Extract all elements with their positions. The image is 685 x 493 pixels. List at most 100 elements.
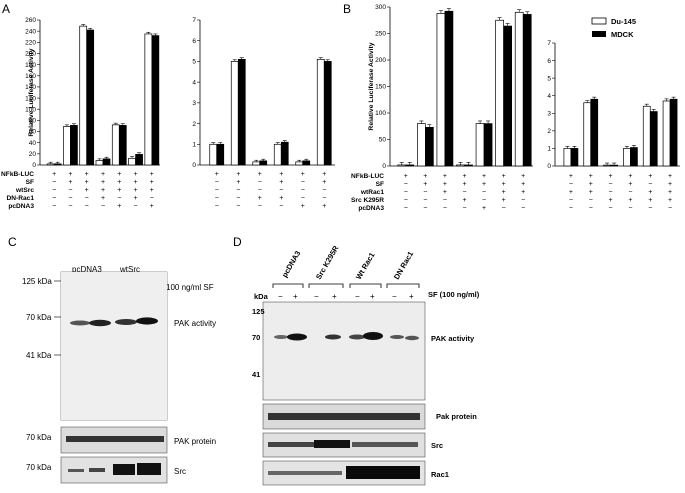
- bar: [46, 163, 55, 166]
- condition-sign: −: [258, 179, 262, 186]
- panel-label-d: D: [233, 235, 242, 249]
- bar: [280, 141, 289, 166]
- condition-sign: −: [279, 203, 283, 210]
- panel-label-c: C: [8, 235, 17, 249]
- condition-sign: −: [404, 197, 408, 204]
- bar: [259, 160, 268, 166]
- blot-d-label-src: Src: [431, 441, 443, 450]
- condition-row-label: SF: [26, 179, 34, 186]
- y-tick-label: 150: [375, 84, 386, 91]
- condition-sign: −: [322, 195, 326, 202]
- condition-row-label: NFkB-LUC: [1, 171, 34, 178]
- y-tick-label: 0: [32, 162, 36, 169]
- condition-sign: −: [85, 195, 89, 202]
- condition-sign: −: [443, 197, 447, 204]
- condition-sign: +: [322, 171, 326, 178]
- y-tick-label: 1: [547, 146, 551, 153]
- blot-d-band: [314, 440, 350, 448]
- blot-d-band: [287, 333, 307, 341]
- y-tick-label: 4: [547, 93, 551, 100]
- condition-sign: +: [117, 203, 121, 210]
- bar: [610, 164, 618, 167]
- bar: [623, 148, 631, 167]
- bar: [649, 111, 658, 167]
- blot-c-band: [137, 463, 161, 475]
- y-tick-label: 100: [25, 106, 36, 113]
- condition-sign: +: [668, 197, 672, 204]
- bar: [662, 100, 671, 167]
- condition-sign: +: [258, 195, 262, 202]
- condition-sign: +: [101, 187, 105, 194]
- blot-d-marker-125: 125: [252, 307, 265, 316]
- condition-sign: +: [521, 181, 525, 188]
- blot-c-band: [68, 469, 84, 472]
- condition-sign: +: [668, 173, 672, 180]
- condition-sign: +: [569, 173, 573, 180]
- blot-d-band: [349, 334, 365, 340]
- condition-sign: +: [236, 179, 240, 186]
- y-tick-label: 160: [25, 73, 36, 80]
- bar: [563, 148, 572, 167]
- blot-c-membrane-bg: [61, 272, 167, 420]
- condition-sign: −: [322, 187, 326, 194]
- condition-sign: −: [609, 205, 613, 212]
- blot-d-lane-8: +: [409, 292, 414, 301]
- condition-sign: −: [462, 205, 466, 212]
- condition-sign: −: [301, 195, 305, 202]
- bar: [417, 123, 426, 167]
- y-tick-label: 260: [25, 17, 36, 24]
- condition-sign: −: [443, 205, 447, 212]
- condition-sign: +: [648, 197, 652, 204]
- blot-d-treatment: SF (100 ng/ml): [428, 290, 480, 299]
- condition-sign: −: [628, 189, 632, 196]
- y-tick-label: 240: [25, 28, 36, 35]
- y-tick-label: 0: [382, 163, 386, 170]
- blot-c-band: [115, 319, 137, 325]
- blot-c-marker-125: 125 kDa: [22, 277, 52, 286]
- condition-sign: −: [215, 179, 219, 186]
- condition-sign: +: [502, 181, 506, 188]
- western-blot-d: pcDNA3 Src K295R Wt Rac1 DN Rac1 kDa − +…: [252, 243, 480, 486]
- condition-sign: −: [404, 205, 408, 212]
- y-tick-label: 0: [192, 162, 196, 169]
- condition-row-label: pcDNA3: [8, 203, 34, 210]
- y-tick-label: 6: [547, 58, 551, 65]
- condition-sign: +: [68, 179, 72, 186]
- condition-sign: +: [279, 171, 283, 178]
- condition-row-label: wtSrc: [15, 187, 34, 194]
- condition-sign: +: [150, 171, 154, 178]
- y-tick-label: 180: [25, 62, 36, 69]
- y-tick-label: 0: [547, 163, 551, 170]
- condition-sign: −: [236, 195, 240, 202]
- condition-sign: −: [423, 197, 427, 204]
- chart-b-left: 0 50 100 150 200 250 300 Relative Luciferase Ac…: [351, 4, 533, 212]
- condition-sign: +: [462, 173, 466, 180]
- condition-sign: −: [648, 205, 652, 212]
- blot-c-treatment: 100 ng/ml SF: [166, 283, 214, 292]
- blot-c-group-wtsrc: wtSrc: [119, 265, 140, 274]
- blot-d-band: [325, 334, 341, 340]
- legend-swatch-du145: [591, 17, 607, 25]
- blot-d-lane-1: −: [278, 292, 283, 301]
- condition-sign: −: [589, 205, 593, 212]
- blot-d-band: [346, 466, 420, 479]
- blot-d-label-pak-protein: Pak protein: [436, 412, 477, 421]
- condition-sign: −: [462, 189, 466, 196]
- condition-sign: −: [236, 203, 240, 210]
- chart-a-left: 0 20 40 60 80 100 120 140 160 180 200 220 240 260 Rela…: [1, 17, 160, 210]
- condition-sign: −: [569, 181, 573, 188]
- condition-sign: −: [52, 203, 56, 210]
- condition-sign: +: [301, 171, 305, 178]
- blot-c-band: [66, 436, 164, 442]
- bar: [522, 14, 532, 167]
- condition-sign: +: [628, 173, 632, 180]
- condition-sign: +: [482, 205, 486, 212]
- bar: [252, 161, 261, 166]
- condition-sign: +: [85, 171, 89, 178]
- condition-sign: +: [215, 171, 219, 178]
- condition-sign: −: [236, 187, 240, 194]
- condition-sign: +: [502, 173, 506, 180]
